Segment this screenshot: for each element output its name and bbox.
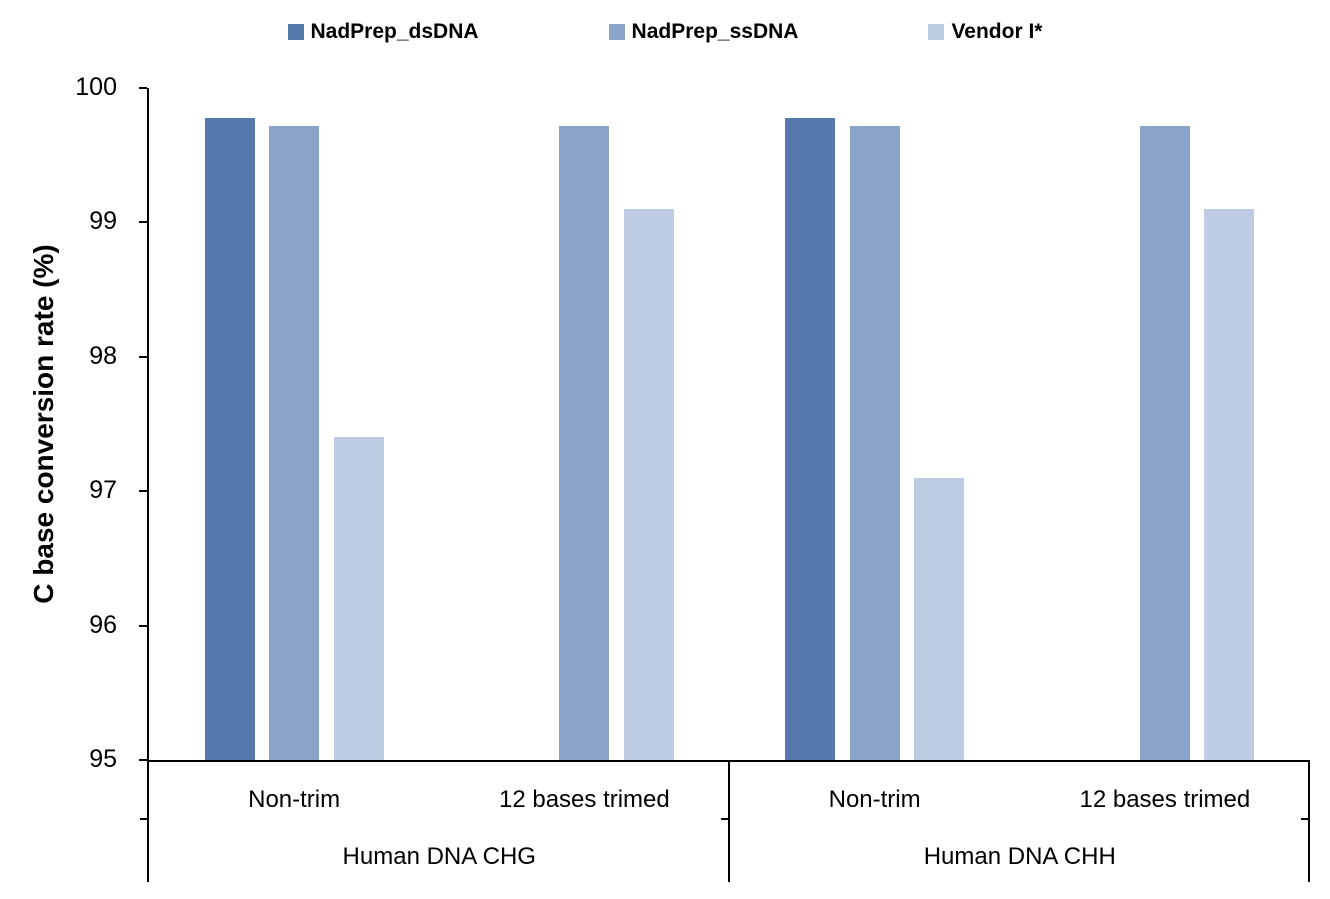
chart-legend: NadPrep_dsDNA NadPrep_ssDNA Vendor I* — [0, 12, 1330, 52]
legend-label: Vendor I* — [951, 20, 1043, 43]
y-axis-tick-label: 100 — [75, 73, 117, 101]
legend-item-3: Vendor I* — [928, 20, 1042, 44]
y-axis-tick-label: 96 — [89, 610, 117, 639]
bar-vendor-i--group3 — [914, 477, 965, 760]
y-axis-tick-label: 95 — [89, 745, 117, 773]
bar-nadprep-ssdna-group3 — [849, 125, 900, 760]
bar-nadprep-dsdna-group1 — [204, 117, 255, 760]
x-axis-subcategory-label: 12 bases trimed — [1079, 786, 1251, 813]
category-level-tick — [140, 818, 147, 820]
y-axis-tick-label: 98 — [89, 341, 117, 370]
legend-swatch-icon — [608, 24, 625, 40]
legend-swatch-icon — [928, 24, 945, 40]
y-axis-tick-label: 99 — [89, 207, 117, 236]
y-axis-tick-label: 97 — [89, 476, 117, 505]
bar-nadprep-dsdna-group3 — [785, 117, 836, 760]
category-level-tick — [720, 818, 728, 820]
bar-vendor-i--group2 — [623, 208, 674, 760]
bar-vendor-i--group4 — [1204, 208, 1255, 760]
category-separator-line — [147, 760, 149, 882]
x-axis-subcategory-label: Non-trim — [828, 786, 921, 813]
legend-item-1: NadPrep_dsDNA — [287, 20, 479, 44]
bar-nadprep-ssdna-group2 — [559, 125, 610, 760]
x-axis-subcategory-label: 12 bases trimed — [498, 786, 670, 813]
y-axis-tick — [139, 221, 147, 224]
y-axis-tick — [139, 624, 147, 627]
y-axis-tick — [139, 490, 147, 493]
category-separator-line — [727, 760, 730, 882]
legend-label: NadPrep_dsDNA — [310, 20, 479, 43]
legend-item-2: NadPrep_ssDNA — [608, 20, 799, 44]
bar-nadprep-ssdna-group1 — [269, 125, 320, 760]
bar-nadprep-ssdna-group4 — [1139, 125, 1190, 760]
y-axis-tick — [139, 759, 147, 761]
category-level-tick — [1301, 818, 1308, 820]
y-axis-tick — [139, 87, 147, 89]
bar-vendor-i--group1 — [333, 437, 384, 760]
x-axis-subcategory-label: Non-trim — [248, 786, 341, 813]
legend-swatch-icon — [287, 24, 304, 40]
legend-label: NadPrep_ssDNA — [631, 20, 799, 43]
x-axis-parent-category-label: Human DNA CHH — [923, 843, 1116, 870]
y-axis-tick — [139, 355, 147, 358]
plot-area — [147, 88, 1310, 762]
y-axis-title: C base conversion rate (%) — [28, 244, 59, 604]
category-separator-line — [1308, 760, 1310, 882]
x-axis-parent-category-label: Human DNA CHG — [342, 843, 536, 870]
